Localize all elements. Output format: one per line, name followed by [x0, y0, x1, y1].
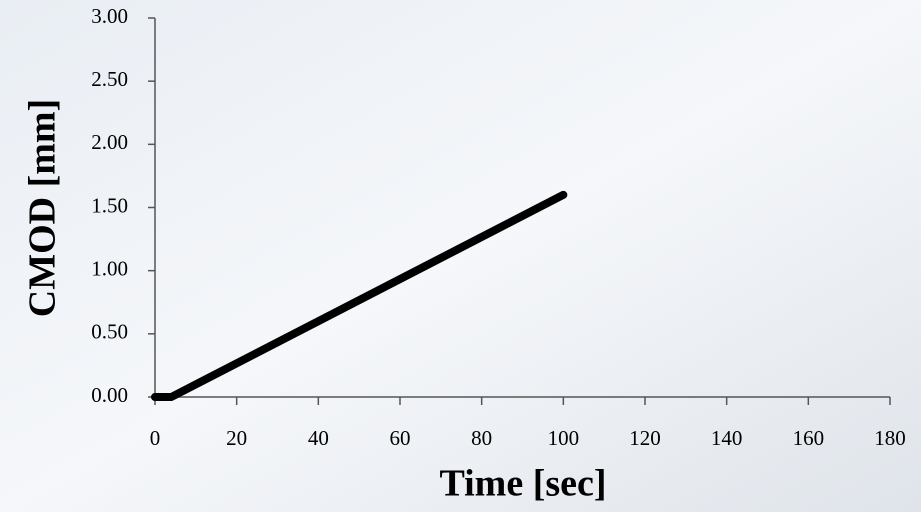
x-axis-title: Time [sec] — [439, 463, 606, 505]
x-tick-label: 140 — [711, 426, 743, 450]
x-tick-label: 160 — [793, 426, 825, 450]
x-tick-label: 100 — [548, 426, 580, 450]
x-tick-label: 180 — [874, 426, 906, 450]
x-tick-label: 40 — [308, 426, 329, 450]
chart: Time [sec] CMOD [mm] 0.00 0.50 1.00 1.50 2.0… — [0, 0, 921, 512]
x-tick-label: 0 — [150, 426, 161, 450]
y-axis-title: CMOD [mm] — [22, 99, 64, 317]
y-tick-label: 3.00 — [91, 4, 128, 28]
y-tick-label: 1.50 — [91, 193, 128, 217]
x-tick-label: 20 — [226, 426, 247, 450]
y-tick-label: 2.00 — [91, 130, 128, 154]
background — [0, 0, 921, 512]
y-tick-label: 0.00 — [91, 383, 128, 407]
y-tick-label: 0.50 — [91, 320, 128, 344]
x-tick-label: 60 — [390, 426, 411, 450]
y-tick-label: 2.50 — [91, 67, 128, 91]
x-tick-label: 80 — [471, 426, 492, 450]
x-tick-label: 120 — [629, 426, 661, 450]
y-tick-label: 1.00 — [91, 256, 128, 280]
